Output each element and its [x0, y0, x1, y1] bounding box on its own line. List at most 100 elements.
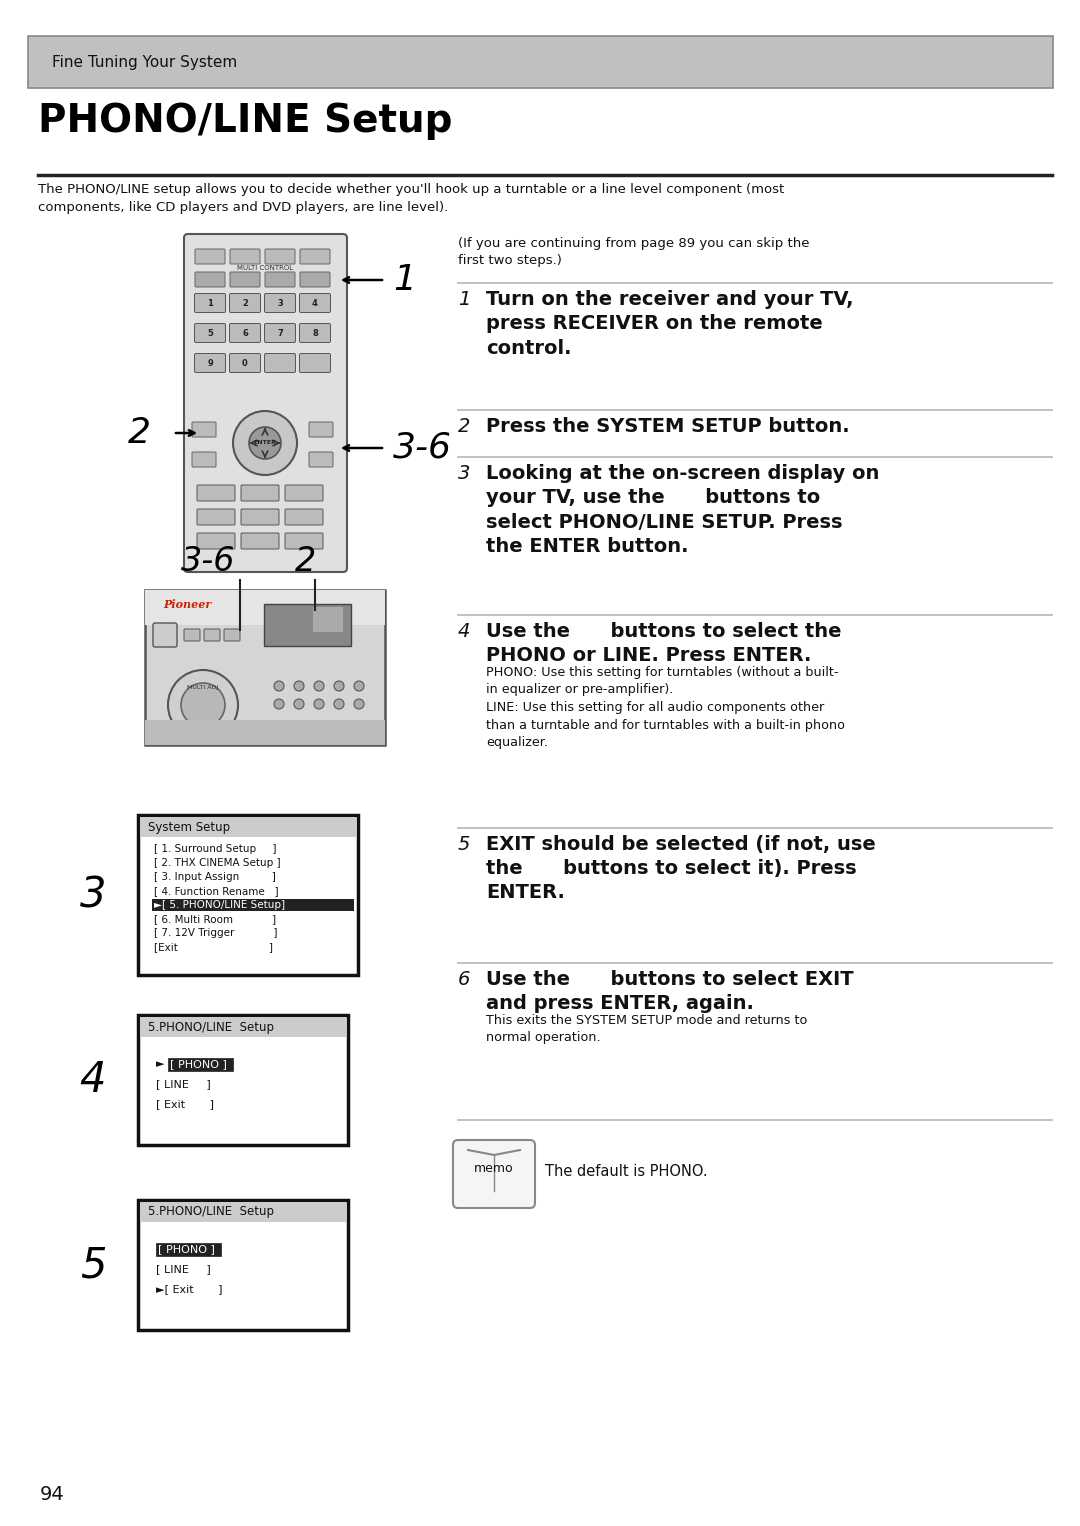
- FancyBboxPatch shape: [241, 533, 279, 549]
- Text: [ PHONO ]: [ PHONO ]: [170, 1059, 227, 1070]
- FancyBboxPatch shape: [264, 604, 351, 645]
- FancyBboxPatch shape: [300, 249, 330, 264]
- Text: Looking at the on-screen display on
your TV, use the      buttons to
select PHON: Looking at the on-screen display on your…: [486, 464, 879, 555]
- FancyBboxPatch shape: [265, 293, 296, 313]
- Text: 8: 8: [312, 328, 318, 337]
- Text: 5: 5: [458, 835, 471, 855]
- Bar: [140, 816, 356, 836]
- Text: [ 2. THX CINEMA Setup ]: [ 2. THX CINEMA Setup ]: [154, 858, 281, 868]
- Circle shape: [168, 670, 238, 740]
- FancyBboxPatch shape: [309, 423, 333, 436]
- Text: 3: 3: [278, 299, 283, 308]
- Text: 2: 2: [242, 299, 248, 308]
- FancyBboxPatch shape: [184, 629, 200, 641]
- Text: PHONO: Use this setting for turntables (without a built-
in equalizer or pre-amp: PHONO: Use this setting for turntables (…: [486, 665, 845, 749]
- FancyBboxPatch shape: [184, 233, 347, 572]
- Text: 5: 5: [207, 328, 213, 337]
- FancyBboxPatch shape: [145, 591, 384, 745]
- Text: 3-6: 3-6: [393, 430, 453, 465]
- Text: ►: ►: [156, 1059, 164, 1070]
- Text: [ 7. 12V Trigger            ]: [ 7. 12V Trigger ]: [154, 928, 278, 938]
- Text: PHONO/LINE Setup: PHONO/LINE Setup: [38, 102, 453, 140]
- Text: 4: 4: [458, 623, 471, 641]
- Circle shape: [354, 681, 364, 691]
- Text: 5: 5: [80, 1244, 106, 1286]
- FancyBboxPatch shape: [241, 510, 279, 525]
- Text: 4: 4: [80, 1059, 106, 1100]
- FancyBboxPatch shape: [285, 510, 323, 525]
- FancyBboxPatch shape: [265, 249, 295, 264]
- Text: 1: 1: [393, 262, 416, 298]
- FancyBboxPatch shape: [153, 623, 177, 647]
- Text: ►[ 5. PHONO/LINE Setup]: ►[ 5. PHONO/LINE Setup]: [154, 900, 285, 909]
- Text: MULTI ADJ: MULTI ADJ: [187, 685, 218, 690]
- Text: 5.PHONO/LINE  Setup: 5.PHONO/LINE Setup: [148, 1021, 274, 1033]
- FancyBboxPatch shape: [229, 293, 260, 313]
- Bar: [152, 899, 354, 911]
- Text: 3-6: 3-6: [180, 545, 235, 578]
- Text: System Setup: System Setup: [148, 821, 230, 833]
- FancyBboxPatch shape: [194, 293, 226, 313]
- Circle shape: [294, 699, 303, 710]
- Circle shape: [354, 699, 364, 710]
- Circle shape: [334, 699, 345, 710]
- FancyBboxPatch shape: [197, 485, 235, 501]
- Text: [ 1. Surround Setup     ]: [ 1. Surround Setup ]: [154, 844, 276, 855]
- FancyBboxPatch shape: [299, 324, 330, 342]
- Bar: [145, 591, 384, 626]
- FancyBboxPatch shape: [192, 452, 216, 467]
- Text: The PHONO/LINE setup allows you to decide whether you'll hook up a turntable or : The PHONO/LINE setup allows you to decid…: [38, 183, 784, 214]
- Text: This exits the SYSTEM SETUP mode and returns to
normal operation.: This exits the SYSTEM SETUP mode and ret…: [486, 1013, 808, 1044]
- FancyBboxPatch shape: [138, 1015, 348, 1144]
- FancyBboxPatch shape: [299, 293, 330, 313]
- Text: [ PHONO ]: [ PHONO ]: [158, 1244, 215, 1254]
- Text: 5.PHONO/LINE  Setup: 5.PHONO/LINE Setup: [148, 1206, 274, 1218]
- Circle shape: [249, 427, 281, 459]
- FancyBboxPatch shape: [309, 452, 333, 467]
- FancyBboxPatch shape: [194, 354, 226, 372]
- FancyBboxPatch shape: [204, 629, 220, 641]
- Text: [ LINE     ]: [ LINE ]: [156, 1264, 211, 1274]
- Text: 6: 6: [458, 971, 471, 989]
- Bar: [145, 720, 384, 745]
- Text: (If you are continuing from page 89 you can skip the
first two steps.): (If you are continuing from page 89 you …: [458, 237, 810, 267]
- Text: 94: 94: [40, 1485, 65, 1505]
- Circle shape: [274, 681, 284, 691]
- FancyBboxPatch shape: [194, 324, 226, 342]
- Circle shape: [334, 681, 345, 691]
- Circle shape: [314, 699, 324, 710]
- FancyBboxPatch shape: [230, 249, 260, 264]
- FancyBboxPatch shape: [192, 423, 216, 436]
- Text: [ 3. Input Assign          ]: [ 3. Input Assign ]: [154, 871, 275, 882]
- Text: [ Exit       ]: [ Exit ]: [156, 1099, 214, 1109]
- FancyBboxPatch shape: [453, 1140, 535, 1209]
- Text: ►[ Exit       ]: ►[ Exit ]: [156, 1283, 222, 1294]
- Text: 2: 2: [129, 417, 151, 450]
- Circle shape: [314, 681, 324, 691]
- Text: 1: 1: [207, 299, 213, 308]
- Text: memo: memo: [474, 1163, 514, 1175]
- FancyBboxPatch shape: [241, 485, 279, 501]
- Circle shape: [294, 681, 303, 691]
- Text: Use the      buttons to select the
PHONO or LINE. Press ENTER.: Use the buttons to select the PHONO or L…: [486, 623, 841, 665]
- Text: Turn on the receiver and your TV,
press RECEIVER on the remote
control.: Turn on the receiver and your TV, press …: [486, 290, 853, 357]
- Text: Press the SYSTEM SETUP button.: Press the SYSTEM SETUP button.: [486, 417, 850, 436]
- Text: Fine Tuning Your System: Fine Tuning Your System: [52, 55, 238, 70]
- Text: MULTI CONTROL: MULTI CONTROL: [237, 266, 293, 272]
- Circle shape: [181, 684, 225, 726]
- FancyBboxPatch shape: [230, 272, 260, 287]
- Bar: [156, 1244, 221, 1256]
- FancyBboxPatch shape: [197, 533, 235, 549]
- Text: 3: 3: [458, 464, 471, 484]
- FancyBboxPatch shape: [138, 815, 357, 975]
- FancyBboxPatch shape: [313, 607, 343, 632]
- Text: [ 4. Function Rename   ]: [ 4. Function Rename ]: [154, 887, 279, 896]
- Text: 6: 6: [242, 328, 248, 337]
- FancyBboxPatch shape: [265, 272, 295, 287]
- Text: 2: 2: [295, 545, 316, 578]
- Text: 9: 9: [207, 359, 213, 368]
- Text: [Exit                            ]: [Exit ]: [154, 942, 273, 952]
- Text: 7: 7: [278, 328, 283, 337]
- Text: [ 6. Multi Room            ]: [ 6. Multi Room ]: [154, 914, 276, 925]
- Text: 4: 4: [312, 299, 318, 308]
